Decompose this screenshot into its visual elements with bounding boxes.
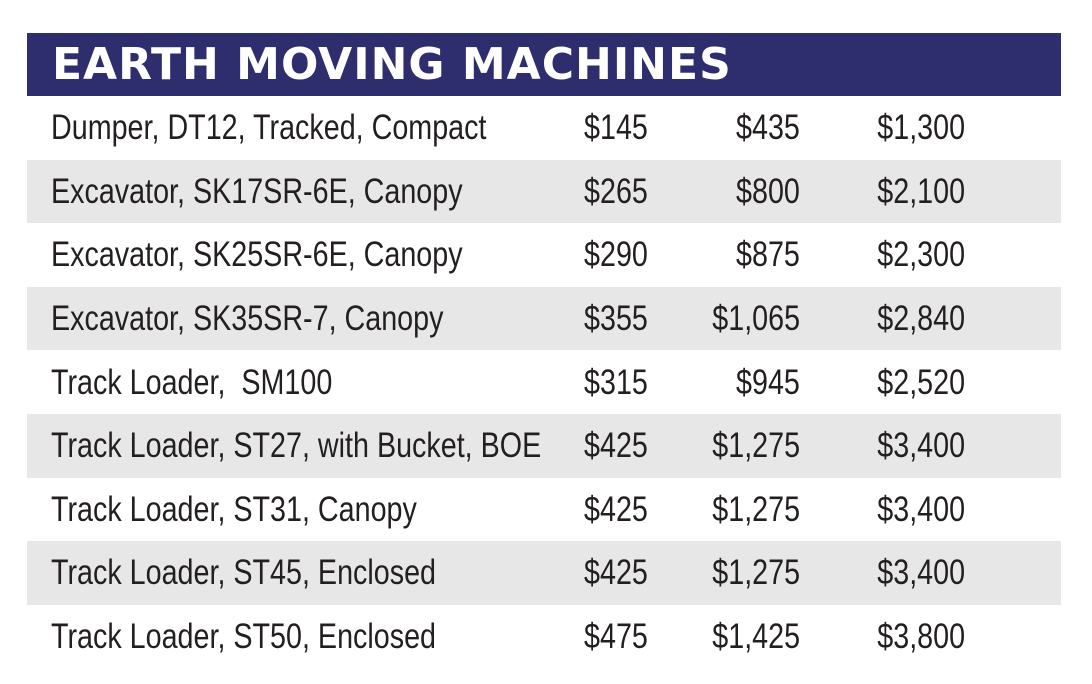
table-body: Dumper, DT12, Tracked, Compact $145 $435… xyxy=(27,96,1061,668)
price-day: $355 xyxy=(584,299,648,339)
price-day: $265 xyxy=(584,171,648,211)
price-day: $145 xyxy=(584,108,648,148)
price-week: $1,425 xyxy=(712,617,800,657)
price-week: $1,275 xyxy=(712,489,800,529)
price-month: $3,400 xyxy=(877,426,965,466)
price-day: $425 xyxy=(584,489,648,529)
table-row: Track Loader, SM100 $315 $945 $2,520 xyxy=(27,350,1061,414)
machine-name: Dumper, DT12, Tracked, Compact xyxy=(51,108,487,148)
table-row: Excavator, SK25SR-6E, Canopy $290 $875 $… xyxy=(27,223,1061,287)
price-month: $3,400 xyxy=(877,489,965,529)
price-week: $1,275 xyxy=(712,553,800,593)
table-row: Track Loader, ST50, Enclosed $475 $1,425… xyxy=(27,605,1061,669)
price-day: $290 xyxy=(584,235,648,275)
machine-name: Track Loader, ST31, Canopy xyxy=(51,489,417,529)
machine-name: Track Loader, ST45, Enclosed xyxy=(51,553,437,593)
price-week: $800 xyxy=(736,171,800,211)
table-header: EARTH MOVING MACHINES xyxy=(27,33,1061,96)
table-row: Excavator, SK17SR-6E, Canopy $265 $800 $… xyxy=(27,159,1061,224)
machine-name: Track Loader, SM100 xyxy=(51,362,333,402)
machine-name: Excavator, SK25SR-6E, Canopy xyxy=(51,235,463,275)
price-day: $425 xyxy=(584,553,648,593)
table-row: Dumper, DT12, Tracked, Compact $145 $435… xyxy=(27,96,1061,160)
price-table: EARTH MOVING MACHINES Dumper, DT12, Trac… xyxy=(27,33,1061,668)
price-month: $2,100 xyxy=(877,171,965,211)
price-day: $315 xyxy=(584,362,648,402)
price-day: $425 xyxy=(584,426,648,466)
price-week: $875 xyxy=(736,235,800,275)
price-month: $2,840 xyxy=(877,299,965,339)
price-day: $475 xyxy=(584,617,648,657)
machine-name: Track Loader, ST50, Enclosed xyxy=(51,617,437,657)
table-row: Excavator, SK35SR-7, Canopy $355 $1,065 … xyxy=(27,286,1061,351)
price-month: $2,300 xyxy=(877,235,965,275)
price-week: $945 xyxy=(736,362,800,402)
machine-name: Excavator, SK35SR-7, Canopy xyxy=(51,299,444,339)
price-month: $1,300 xyxy=(877,108,965,148)
table-row: Track Loader, ST31, Canopy $425 $1,275 $… xyxy=(27,478,1061,542)
table-row: Track Loader, ST45, Enclosed $425 $1,275… xyxy=(27,541,1061,605)
price-week: $435 xyxy=(736,108,800,148)
price-month: $3,800 xyxy=(877,617,965,657)
table-row: Track Loader, ST27, with Bucket, BOE $42… xyxy=(27,413,1061,478)
machine-name: Track Loader, ST27, with Bucket, BOE xyxy=(51,426,542,466)
table-title: EARTH MOVING MACHINES xyxy=(52,38,732,90)
price-week: $1,275 xyxy=(712,426,800,466)
price-week: $1,065 xyxy=(712,299,800,339)
price-month: $3,400 xyxy=(877,553,965,593)
price-month: $2,520 xyxy=(877,362,965,402)
machine-name: Excavator, SK17SR-6E, Canopy xyxy=(51,171,463,211)
